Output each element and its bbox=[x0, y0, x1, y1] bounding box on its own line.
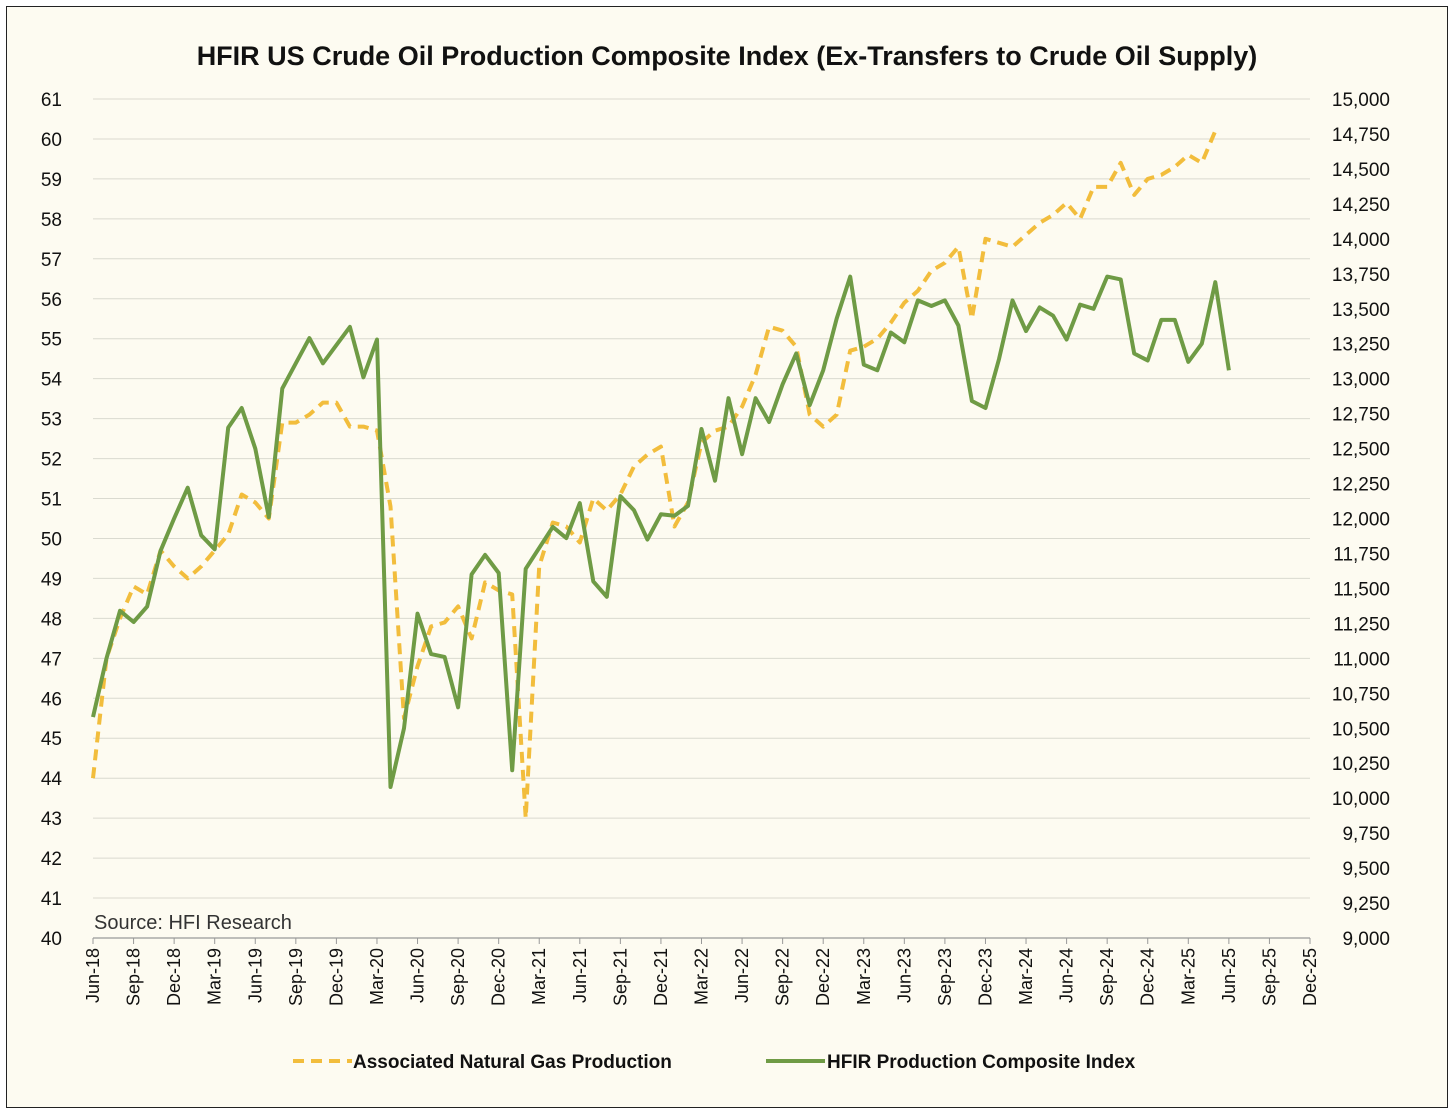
right-tick-label: 13,250 bbox=[1332, 335, 1390, 356]
left-tick-label: 60 bbox=[41, 130, 62, 151]
x-tick-label: Sep-23 bbox=[935, 948, 955, 1006]
series-line-composite-index bbox=[91, 274, 1231, 789]
x-tick-label: Mar-23 bbox=[854, 948, 874, 1005]
right-tick-label: 12,000 bbox=[1332, 510, 1390, 531]
x-tick-label: Jun-25 bbox=[1219, 948, 1239, 1003]
x-tick-label: Dec-21 bbox=[651, 948, 671, 1006]
right-tick-label: 12,750 bbox=[1332, 405, 1390, 426]
right-tick-label: 14,250 bbox=[1332, 195, 1390, 216]
left-tick-label: 59 bbox=[41, 170, 62, 191]
left-tick-label: 40 bbox=[41, 929, 62, 950]
x-tick-label: Jun-22 bbox=[732, 948, 752, 1003]
x-tick-label: Dec-24 bbox=[1138, 948, 1158, 1006]
x-tick-label: Jun-20 bbox=[408, 948, 428, 1003]
left-tick-label: 46 bbox=[41, 689, 62, 710]
x-tick-label: Jun-19 bbox=[245, 948, 265, 1003]
right-tick-label: 10,750 bbox=[1332, 684, 1390, 705]
right-tick-label: 14,750 bbox=[1332, 125, 1390, 146]
x-tick-label: Mar-22 bbox=[692, 948, 712, 1005]
right-tick-label: 11,500 bbox=[1333, 579, 1390, 600]
x-tick-label: Dec-18 bbox=[164, 948, 184, 1006]
right-tick-label: 9,250 bbox=[1342, 894, 1390, 915]
legend-label: Associated Natural Gas Production bbox=[353, 1052, 672, 1073]
series-line-associated-gas bbox=[91, 130, 1218, 821]
x-tick-label: Jun-21 bbox=[570, 948, 590, 1003]
right-tick-label: 14,500 bbox=[1332, 160, 1390, 181]
left-tick-label: 47 bbox=[41, 649, 62, 670]
right-tick-label: 9,750 bbox=[1342, 824, 1390, 845]
left-tick-label: 52 bbox=[41, 450, 62, 471]
right-tick-label: 14,000 bbox=[1332, 230, 1390, 251]
left-tick-label: 43 bbox=[41, 809, 62, 830]
chart-title: HFIR US Crude Oil Production Composite I… bbox=[196, 41, 1258, 71]
source-note: Source: HFI Research bbox=[94, 912, 292, 934]
legend-label: HFIR Production Composite Index bbox=[827, 1052, 1136, 1073]
x-tick-label: Dec-23 bbox=[975, 948, 995, 1006]
x-tick-label: Mar-19 bbox=[205, 948, 225, 1005]
right-tick-label: 13,000 bbox=[1332, 370, 1390, 391]
right-tick-label: 11,750 bbox=[1333, 544, 1390, 565]
right-tick-label: 12,250 bbox=[1332, 475, 1390, 496]
x-tick-label: Sep-21 bbox=[610, 948, 630, 1006]
left-tick-label: 41 bbox=[41, 889, 62, 910]
right-tick-label: 9,500 bbox=[1342, 859, 1390, 880]
x-tick-label: Jun-18 bbox=[83, 948, 103, 1003]
left-tick-label: 54 bbox=[41, 370, 63, 391]
right-tick-label: 15,000 bbox=[1332, 90, 1390, 111]
x-tick-label: Mar-20 bbox=[367, 948, 387, 1005]
x-tick-label: Sep-20 bbox=[448, 948, 468, 1006]
x-tick-label: Mar-21 bbox=[529, 948, 549, 1005]
left-tick-label: 57 bbox=[41, 250, 62, 271]
right-tick-label: 11,000 bbox=[1333, 649, 1390, 670]
x-tick-label: Mar-24 bbox=[1016, 948, 1036, 1005]
left-tick-label: 51 bbox=[41, 490, 62, 511]
x-tick-label: Dec-22 bbox=[813, 948, 833, 1006]
x-tick-label: Sep-18 bbox=[124, 948, 144, 1006]
x-tick-label: Sep-25 bbox=[1259, 948, 1279, 1006]
left-tick-label: 58 bbox=[41, 210, 62, 231]
x-tick-label: Sep-22 bbox=[773, 948, 793, 1006]
right-tick-label: 11,250 bbox=[1333, 614, 1390, 635]
left-tick-label: 50 bbox=[41, 529, 62, 550]
right-tick-label: 10,250 bbox=[1332, 754, 1390, 775]
right-tick-label: 9,000 bbox=[1342, 929, 1390, 950]
left-tick-label: 61 bbox=[41, 90, 62, 111]
left-tick-label: 42 bbox=[41, 849, 62, 870]
x-tick-label: Jun-23 bbox=[894, 948, 914, 1003]
x-tick-label: Dec-19 bbox=[326, 948, 346, 1006]
left-tick-label: 49 bbox=[41, 569, 62, 590]
left-tick-label: 45 bbox=[41, 729, 62, 750]
right-tick-label: 13,500 bbox=[1332, 300, 1390, 321]
left-tick-label: 44 bbox=[41, 769, 63, 790]
right-tick-label: 12,500 bbox=[1332, 440, 1390, 461]
right-tick-label: 10,500 bbox=[1332, 719, 1390, 740]
chart-frame: HFIR US Crude Oil Production Composite I… bbox=[6, 6, 1448, 1108]
x-tick-label: Sep-24 bbox=[1097, 948, 1117, 1006]
x-tick-label: Sep-19 bbox=[286, 948, 306, 1006]
right-tick-label: 13,750 bbox=[1332, 265, 1390, 286]
right-tick-label: 10,000 bbox=[1332, 789, 1390, 810]
left-tick-label: 48 bbox=[41, 609, 62, 630]
x-tick-label: Dec-20 bbox=[489, 948, 509, 1006]
left-tick-label: 56 bbox=[41, 290, 62, 311]
x-tick-label: Dec-25 bbox=[1300, 948, 1320, 1006]
left-tick-label: 53 bbox=[41, 410, 62, 431]
x-tick-label: Jun-24 bbox=[1057, 948, 1077, 1003]
left-tick-label: 55 bbox=[41, 330, 62, 351]
x-tick-label: Mar-25 bbox=[1178, 948, 1198, 1005]
